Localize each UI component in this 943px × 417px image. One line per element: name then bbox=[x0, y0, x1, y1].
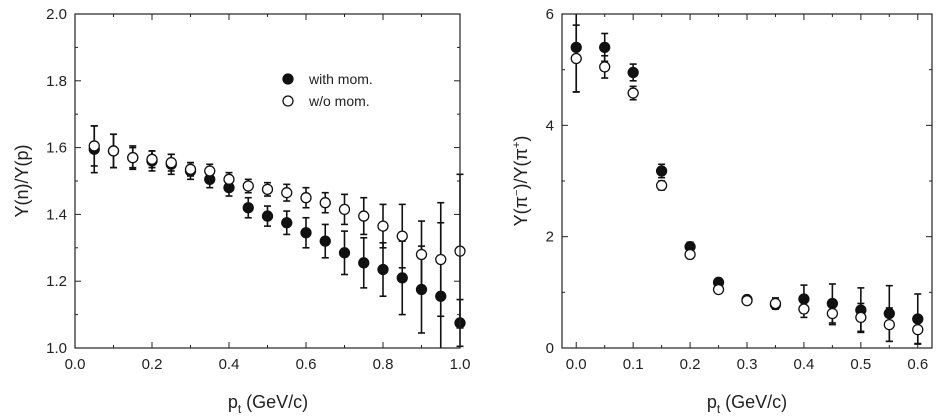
left-y-tick-label: 1.0 bbox=[46, 340, 67, 357]
left-x-tick-label: 0.6 bbox=[296, 356, 317, 373]
data-point-wo-mom bbox=[319, 197, 331, 209]
left-data-marks bbox=[88, 125, 466, 348]
right-y-tick-label: 2 bbox=[546, 229, 554, 246]
left-y-tick-label: 1.8 bbox=[46, 73, 67, 90]
data-point-wo-mom bbox=[261, 183, 274, 196]
left-x-tick-label: 0.4 bbox=[219, 356, 240, 373]
data-point-with-mom bbox=[396, 272, 408, 284]
data-point-wo-mom bbox=[712, 283, 725, 296]
data-point-wo-mom bbox=[883, 318, 895, 331]
legend-label-with-mom: with mom. bbox=[308, 71, 373, 87]
right-y-tick-label: 6 bbox=[546, 6, 554, 23]
right-x-tick-label: 0.3 bbox=[737, 356, 758, 373]
data-point-wo-mom bbox=[88, 140, 100, 152]
data-point-wo-mom bbox=[798, 303, 810, 315]
data-point-with-mom bbox=[377, 263, 389, 276]
left-y-tick-label: 1.2 bbox=[46, 273, 67, 290]
data-point-with-mom bbox=[358, 257, 370, 269]
left-plot-frame bbox=[74, 13, 461, 349]
data-point-wo-mom bbox=[684, 248, 696, 261]
data-point-wo-mom bbox=[435, 253, 447, 266]
data-point-wo-mom bbox=[223, 173, 235, 185]
right-y-tick-label: 4 bbox=[546, 117, 554, 134]
left-x-tick-label: 0.8 bbox=[373, 356, 394, 373]
legend: with mom. w/o mom. bbox=[282, 71, 373, 109]
data-point-with-mom bbox=[338, 247, 351, 259]
left-x-axis-label: pt (GeV/c) bbox=[228, 392, 308, 416]
right-x-tick-label: 0.2 bbox=[680, 356, 701, 373]
right-chart-panel: 0.0 0.1 0.2 0.3 0.4 0.5 0.6 0 2 4 6 pt (GeV/c) Y(π… bbox=[511, 6, 933, 416]
data-point-wo-mom bbox=[826, 307, 839, 320]
left-series-wo-mom bbox=[88, 125, 466, 329]
data-point-with-mom bbox=[655, 165, 668, 177]
data-point-wo-mom bbox=[415, 248, 428, 261]
data-point-with-mom bbox=[242, 202, 254, 214]
data-point-wo-mom bbox=[655, 179, 668, 192]
data-point-with-mom bbox=[281, 217, 293, 229]
data-point-with-mom bbox=[599, 41, 611, 54]
data-point-wo-mom bbox=[570, 52, 582, 65]
right-data-marks bbox=[570, 14, 924, 345]
data-point-with-mom bbox=[261, 210, 274, 222]
data-point-wo-mom bbox=[912, 323, 924, 336]
left-x-tick-label: 1.0 bbox=[450, 356, 471, 373]
left-tick-labels: 0.0 0.2 0.4 0.6 0.8 1.0 1.0 1.2 1.4 1.6 1.8 2.0 bbox=[46, 6, 470, 373]
right-y-axis-label: Y(π−)/Y(π+) bbox=[511, 136, 531, 227]
right-y-tick-label: 0 bbox=[546, 340, 554, 357]
data-point-wo-mom bbox=[300, 192, 312, 204]
right-x-tick-label: 0.0 bbox=[566, 356, 587, 373]
right-series-wo-mom bbox=[570, 24, 924, 345]
data-point-wo-mom bbox=[184, 163, 197, 175]
data-point-with-mom bbox=[300, 227, 312, 239]
left-y-tick-label: 2.0 bbox=[46, 6, 67, 23]
right-x-axis-label: pt (GeV/c) bbox=[707, 392, 787, 416]
data-point-wo-mom bbox=[127, 151, 139, 164]
data-point-wo-mom bbox=[377, 220, 389, 232]
data-point-wo-mom bbox=[855, 311, 867, 324]
left-x-tick-label: 0.0 bbox=[65, 356, 86, 373]
legend-marker-with-mom bbox=[282, 73, 294, 85]
right-x-tick-label: 0.1 bbox=[623, 356, 644, 373]
data-point-wo-mom bbox=[741, 295, 753, 307]
data-point-wo-mom bbox=[396, 230, 408, 242]
data-point-wo-mom bbox=[204, 165, 216, 177]
data-point-wo-mom bbox=[599, 61, 611, 73]
right-x-tick-label: 0.5 bbox=[850, 356, 871, 373]
data-point-wo-mom bbox=[627, 87, 639, 99]
left-y-tick-label: 1.6 bbox=[46, 140, 67, 157]
left-y-axis-label: Y(n)/Y(p) bbox=[12, 144, 32, 217]
data-point-wo-mom bbox=[146, 153, 158, 165]
right-tick-labels: 0.0 0.1 0.2 0.3 0.4 0.5 0.6 0 2 4 6 bbox=[546, 6, 929, 373]
right-plot-frame bbox=[561, 13, 933, 349]
data-point-wo-mom bbox=[338, 203, 351, 216]
data-point-wo-mom bbox=[769, 297, 782, 310]
data-point-wo-mom bbox=[107, 145, 120, 157]
data-point-with-mom bbox=[627, 66, 639, 79]
data-point-wo-mom bbox=[281, 187, 293, 199]
left-series-with-mom bbox=[88, 125, 466, 348]
right-x-tick-label: 0.4 bbox=[793, 356, 814, 373]
left-y-tick-label: 1.4 bbox=[46, 206, 67, 223]
data-point-wo-mom bbox=[165, 156, 177, 169]
left-x-tick-label: 0.2 bbox=[142, 356, 163, 373]
legend-marker-wo-mom bbox=[282, 95, 294, 107]
legend-label-wo-mom: w/o mom. bbox=[308, 93, 370, 109]
data-point-wo-mom bbox=[242, 180, 254, 192]
left-chart-panel: 0.0 0.2 0.4 0.6 0.8 1.0 1.0 1.2 1.4 1.6 1.8 2.0 pt … bbox=[12, 6, 470, 416]
right-x-tick-label: 0.6 bbox=[907, 356, 928, 373]
right-series-with-mom bbox=[570, 14, 924, 345]
data-point-wo-mom bbox=[358, 210, 370, 222]
data-point-with-mom bbox=[319, 235, 331, 247]
right-axis-ticks bbox=[562, 13, 932, 349]
